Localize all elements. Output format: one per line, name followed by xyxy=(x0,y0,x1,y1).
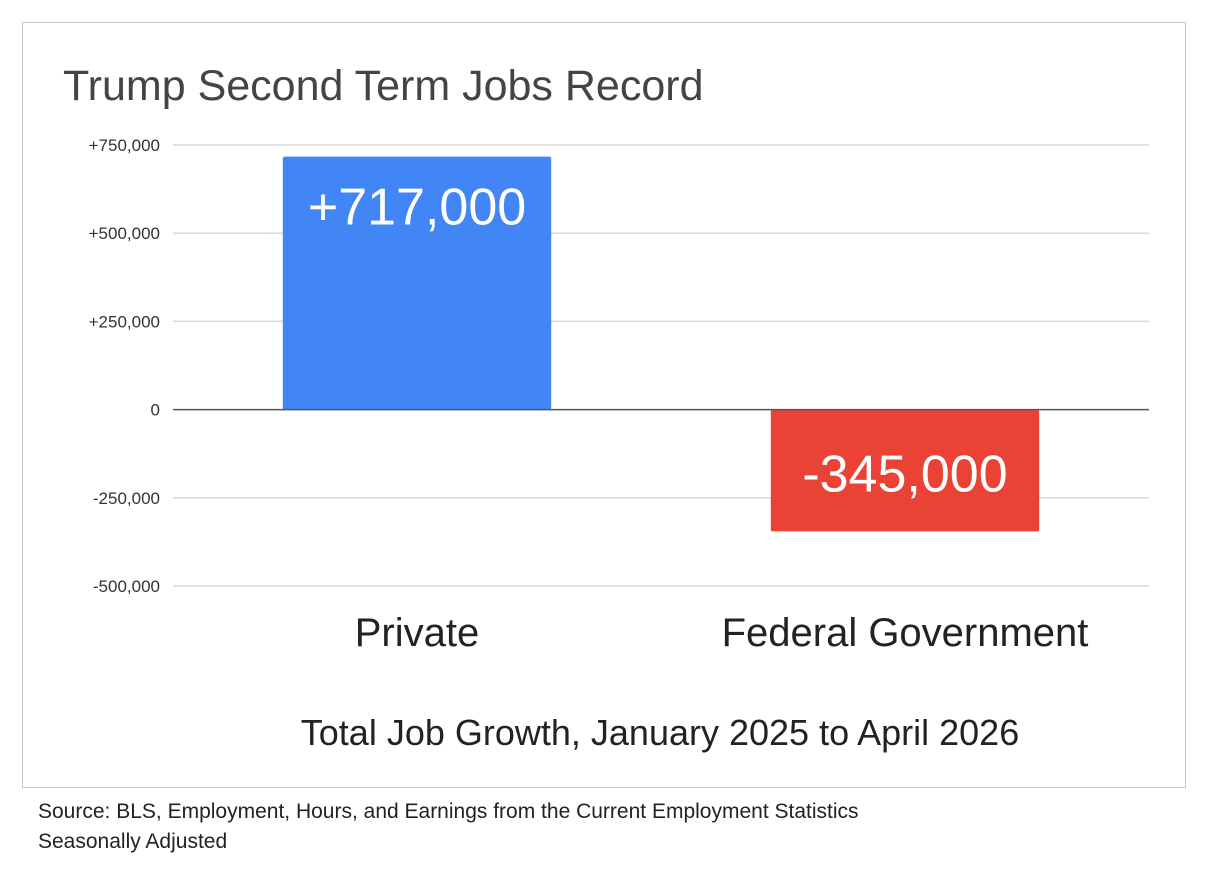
x-axis-categories: Private Federal Government xyxy=(355,611,1089,655)
x-category-label: Private xyxy=(355,611,480,655)
y-tick-label: -500,000 xyxy=(93,577,160,596)
chart-title: Trump Second Term Jobs Record xyxy=(63,62,704,110)
bars xyxy=(282,156,1040,532)
x-axis-title: Total Job Growth, January 2025 to April … xyxy=(301,712,1019,753)
bar-federal-government xyxy=(770,409,1040,532)
chart-frame: Trump Second Term Jobs Record +750,000 +5… xyxy=(22,22,1186,788)
source-line-2: Seasonally Adjusted xyxy=(38,830,228,853)
x-category-label: Federal Government xyxy=(722,611,1089,655)
bar-data-label: +717,000 xyxy=(308,179,526,237)
y-tick-label: -250,000 xyxy=(93,489,160,508)
y-tick-label: +500,000 xyxy=(89,224,160,243)
bar-private xyxy=(282,156,552,410)
y-tick-label: +250,000 xyxy=(89,312,160,331)
bar-data-labels: +717,000 -345,000 xyxy=(308,179,1008,504)
bar-data-label: -345,000 xyxy=(802,446,1007,504)
source-note: Source: BLS, Employment, Hours, and Earn… xyxy=(38,797,859,857)
y-axis-ticks: +750,000 +500,000 +250,000 0 -250,000 -500,00… xyxy=(89,136,160,596)
source-line-1: Source: BLS, Employment, Hours, and Earn… xyxy=(38,800,859,823)
y-tick-label: 0 xyxy=(151,401,160,420)
y-tick-label: +750,000 xyxy=(89,136,160,155)
bar-chart: Trump Second Term Jobs Record +750,000 +5… xyxy=(63,62,1149,753)
